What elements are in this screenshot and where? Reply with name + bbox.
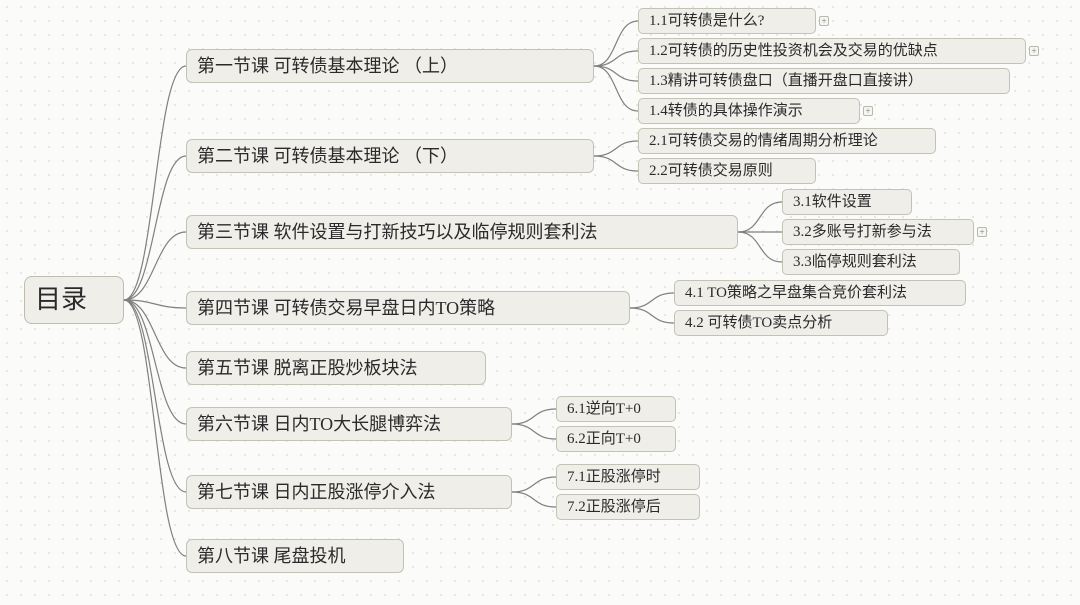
section-node[interactable]: 第七节课 日内正股涨停介入法 <box>186 475 512 509</box>
section-node[interactable]: 第二节课 可转债基本理论 （下） <box>186 139 594 173</box>
topic-node[interactable]: 6.2正向T+0 <box>556 426 676 452</box>
expand-icon[interactable]: + <box>819 16 829 26</box>
topic-node[interactable]: 4.1 TO策略之早盘集合竞价套利法 <box>674 280 966 306</box>
topic-node[interactable]: 1.4转债的具体操作演示 <box>638 98 860 124</box>
section-node[interactable]: 第一节课 可转债基本理论 （上） <box>186 49 594 83</box>
topic-node[interactable]: 1.1可转债是什么? <box>638 8 816 34</box>
expand-icon[interactable]: + <box>863 106 873 116</box>
section-node[interactable]: 第六节课 日内TO大长腿博弈法 <box>186 407 512 441</box>
topic-node[interactable]: 7.2正股涨停后 <box>556 494 700 520</box>
topic-node[interactable]: 2.2可转债交易原则 <box>638 158 816 184</box>
topic-node[interactable]: 3.3临停规则套利法 <box>782 249 960 275</box>
topic-node[interactable]: 4.2 可转债TO卖点分析 <box>674 310 888 336</box>
expand-icon[interactable]: + <box>1029 46 1039 56</box>
section-node[interactable]: 第八节课 尾盘投机 <box>186 539 404 573</box>
topic-node[interactable]: 2.1可转债交易的情绪周期分析理论 <box>638 128 936 154</box>
root-node[interactable]: 目录 <box>24 276 124 324</box>
topic-node[interactable]: 3.1软件设置 <box>782 189 912 215</box>
section-node[interactable]: 第四节课 可转债交易早盘日内TO策略 <box>186 291 630 325</box>
section-node[interactable]: 第三节课 软件设置与打新技巧以及临停规则套利法 <box>186 215 738 249</box>
topic-node[interactable]: 7.1正股涨停时 <box>556 464 700 490</box>
topic-node[interactable]: 6.1逆向T+0 <box>556 396 676 422</box>
expand-icon[interactable]: + <box>977 227 987 237</box>
topic-node[interactable]: 3.2多账号打新参与法 <box>782 219 974 245</box>
section-node[interactable]: 第五节课 脱离正股炒板块法 <box>186 351 486 385</box>
topic-node[interactable]: 1.3精讲可转债盘口（直播开盘口直接讲） <box>638 68 1010 94</box>
topic-node[interactable]: 1.2可转债的历史性投资机会及交易的优缺点 <box>638 38 1026 64</box>
